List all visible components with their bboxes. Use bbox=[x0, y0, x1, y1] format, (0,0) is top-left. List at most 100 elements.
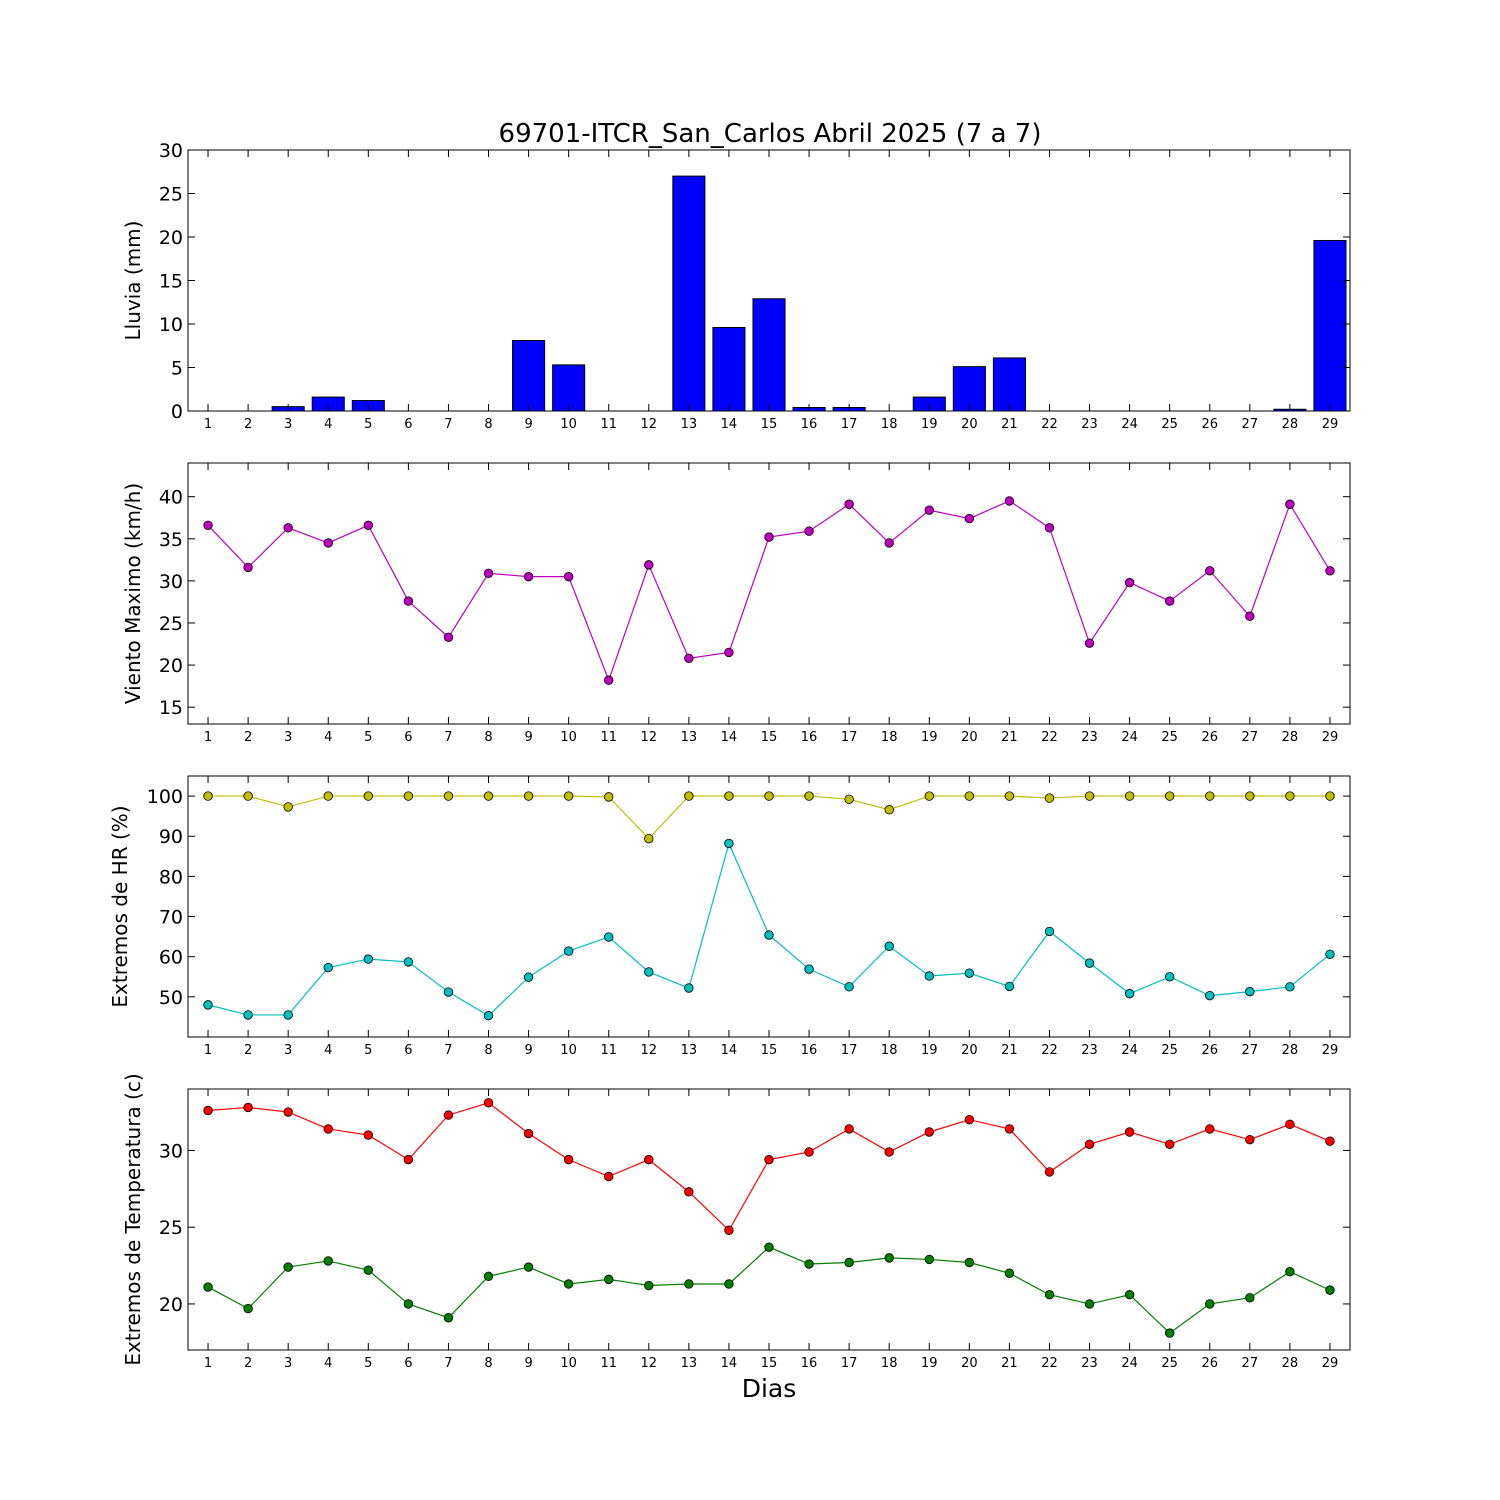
rainfall-ytick-label: 25 bbox=[159, 184, 183, 206]
temperature-series-0-point-18 bbox=[884, 1147, 894, 1157]
rainfall-xtick-label: 14 bbox=[721, 417, 738, 432]
rainfall-xtick-label: 13 bbox=[681, 417, 698, 432]
humidity-series-0-point-2 bbox=[243, 791, 253, 801]
temperature-xtick-label: 13 bbox=[681, 1356, 698, 1371]
rainfall-xtick-label: 26 bbox=[1201, 417, 1218, 432]
max-wind-series-0-point-1 bbox=[203, 520, 213, 531]
temperature-series-1-point-16 bbox=[804, 1259, 814, 1269]
max-wind-xtick-label: 5 bbox=[364, 730, 372, 745]
temperature-series-0-point-4 bbox=[323, 1124, 333, 1134]
max-wind-xtick-label: 1 bbox=[204, 730, 212, 745]
rainfall-xtick-label: 4 bbox=[324, 417, 332, 432]
temperature-series-1-point-5 bbox=[363, 1265, 374, 1275]
max-wind-series-0-point-15 bbox=[764, 532, 774, 542]
max-wind-xtick-label: 25 bbox=[1161, 730, 1178, 745]
humidity-xtick-label: 29 bbox=[1322, 1043, 1339, 1058]
rainfall-xtick-label: 27 bbox=[1242, 417, 1259, 432]
max-wind-ytick-label: 35 bbox=[159, 529, 183, 551]
temperature-xtick-label: 15 bbox=[761, 1356, 778, 1371]
temperature-ytick-label: 30 bbox=[159, 1140, 183, 1162]
temperature-series-0-point-5 bbox=[363, 1130, 374, 1140]
humidity-series-0-point-8 bbox=[483, 791, 494, 801]
max-wind-series-0-point-19 bbox=[924, 505, 934, 515]
humidity-xtick-label: 10 bbox=[560, 1043, 577, 1058]
max-wind-xtick-label: 9 bbox=[524, 730, 532, 745]
temperature-series-0-point-8 bbox=[483, 1098, 494, 1108]
temperature-series-0-point-2 bbox=[243, 1102, 253, 1113]
temperature-xtick-label: 18 bbox=[881, 1356, 898, 1371]
max-wind-xtick-label: 14 bbox=[721, 730, 738, 745]
max-wind-series-0-point-26 bbox=[1205, 566, 1215, 576]
humidity-series-1-point-14 bbox=[724, 838, 734, 849]
max-wind-series-0-point-23 bbox=[1084, 638, 1095, 648]
max-wind-series-0-point-25 bbox=[1164, 596, 1175, 606]
rainfall-ytick-label: 30 bbox=[159, 140, 183, 162]
max-wind-xtick-label: 24 bbox=[1121, 730, 1138, 745]
temperature-series-0-point-11 bbox=[604, 1171, 614, 1182]
max-wind-ytick-label: 15 bbox=[159, 697, 183, 719]
max-wind-xtick-label: 6 bbox=[404, 730, 412, 745]
max-wind-xtick-label: 3 bbox=[284, 730, 292, 745]
temperature-series-1-point-24 bbox=[1124, 1290, 1135, 1300]
humidity-series-1-point-23 bbox=[1084, 958, 1095, 968]
humidity-series-1-point-9 bbox=[523, 972, 534, 982]
temperature-xtick-label: 3 bbox=[284, 1356, 292, 1371]
rainfall-xtick-label: 23 bbox=[1081, 417, 1098, 432]
humidity-series-0-point-9 bbox=[523, 791, 534, 801]
rainfall-ytick-label: 20 bbox=[159, 227, 183, 249]
humidity-series-0-point-17 bbox=[844, 794, 854, 804]
humidity-series-0-point-27 bbox=[1245, 791, 1255, 801]
humidity-series-0-point-20 bbox=[964, 791, 975, 801]
humidity-series-1-point-22 bbox=[1044, 926, 1055, 937]
temperature-series-1-point-12 bbox=[644, 1280, 654, 1291]
temperature-ytick-label: 20 bbox=[159, 1294, 183, 1316]
temperature-series-0-point-23 bbox=[1084, 1139, 1095, 1149]
humidity-xtick-label: 14 bbox=[721, 1043, 738, 1058]
bar-day-9 bbox=[512, 340, 546, 412]
humidity-ytick-label: 80 bbox=[159, 866, 183, 888]
humidity-series-1-point-16 bbox=[804, 964, 814, 974]
temperature-xtick-label: 9 bbox=[524, 1356, 532, 1371]
rainfall-xtick-label: 29 bbox=[1322, 417, 1339, 432]
temperature-y-axis-label: Extremos de Temperatura (c) bbox=[121, 1073, 145, 1365]
temperature-xtick-label: 24 bbox=[1121, 1356, 1138, 1371]
temperature-series-1-point-29 bbox=[1325, 1285, 1335, 1295]
humidity-ytick-label: 50 bbox=[159, 987, 183, 1009]
temperature-series-0-point-22 bbox=[1044, 1167, 1055, 1177]
humidity-series-0-point-4 bbox=[323, 791, 333, 801]
humidity-series-1-point-10 bbox=[563, 946, 574, 956]
humidity-series-1-point-8 bbox=[483, 1011, 494, 1021]
temperature-series-0-point-9 bbox=[523, 1128, 534, 1139]
temperature-series-1-point-15 bbox=[764, 1242, 774, 1252]
max-wind-xtick-label: 2 bbox=[244, 730, 252, 745]
temperature-xtick-label: 27 bbox=[1242, 1356, 1259, 1371]
max-wind-series-0-point-14 bbox=[724, 647, 734, 658]
rainfall-xtick-label: 17 bbox=[841, 417, 858, 432]
humidity-series-1-point-4 bbox=[323, 962, 333, 973]
rainfall-xtick-label: 9 bbox=[524, 417, 532, 432]
temperature-series-0-point-28 bbox=[1285, 1119, 1295, 1130]
max-wind-series-0-point-22 bbox=[1044, 523, 1055, 533]
x-axis-label: Dias bbox=[742, 1374, 797, 1403]
temperature-xtick-label: 8 bbox=[484, 1356, 492, 1371]
max-wind-series-0-point-3 bbox=[283, 523, 293, 533]
humidity-xtick-label: 28 bbox=[1282, 1043, 1299, 1058]
rainfall-xtick-label: 10 bbox=[560, 417, 577, 432]
temperature-series-1-point-25 bbox=[1164, 1328, 1175, 1338]
temperature-series-1-point-28 bbox=[1285, 1266, 1295, 1277]
temperature-xtick-label: 20 bbox=[961, 1356, 978, 1371]
humidity-xtick-label: 7 bbox=[444, 1043, 452, 1058]
bar-day-10 bbox=[552, 364, 586, 412]
rainfall-xtick-label: 6 bbox=[404, 417, 412, 432]
humidity-xtick-label: 13 bbox=[681, 1043, 698, 1058]
temperature-xtick-label: 29 bbox=[1322, 1356, 1339, 1371]
temperature-series-1-point-27 bbox=[1245, 1293, 1255, 1303]
max-wind-xtick-label: 12 bbox=[641, 730, 658, 745]
max-wind-series-0-point-6 bbox=[403, 596, 414, 606]
rainfall-xtick-label: 28 bbox=[1282, 417, 1299, 432]
humidity-xtick-label: 20 bbox=[961, 1043, 978, 1058]
